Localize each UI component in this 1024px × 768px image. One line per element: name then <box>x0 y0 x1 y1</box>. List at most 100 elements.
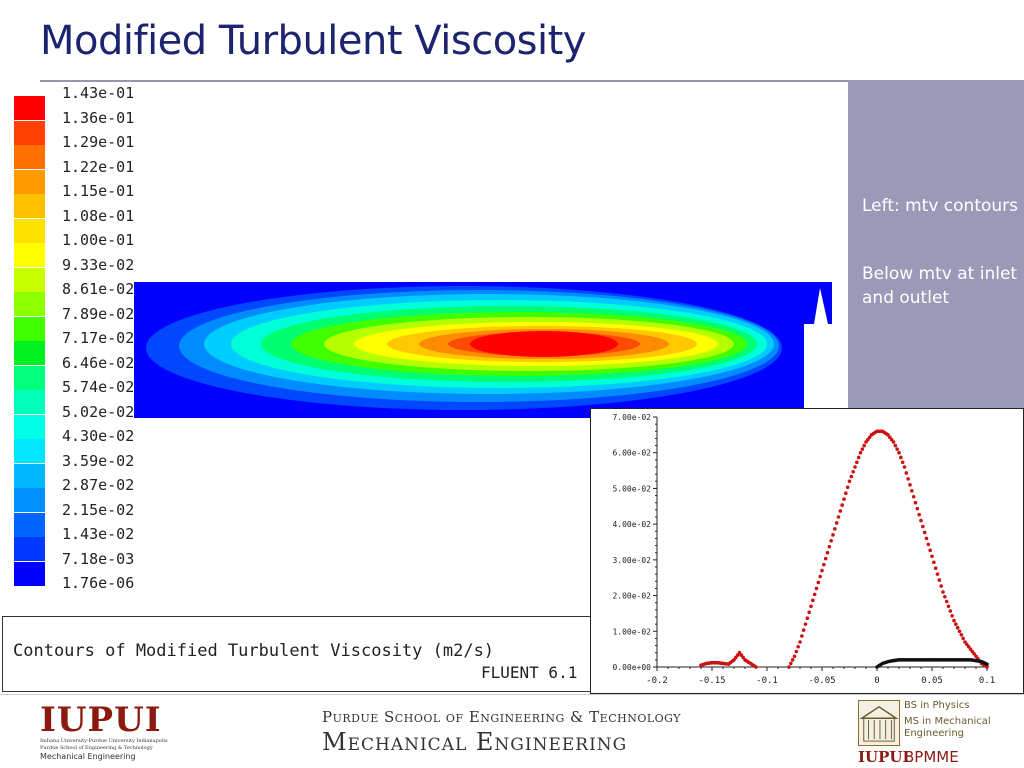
legend-entry: 2.87e-02 <box>12 476 162 512</box>
data-point <box>827 544 832 549</box>
legend-swatch <box>14 512 45 537</box>
data-point <box>906 477 910 481</box>
legend-swatch <box>14 243 45 267</box>
right-iupui-wordmark: IUPUI <box>858 748 910 766</box>
data-point <box>895 447 899 451</box>
outlet-gap <box>804 324 848 362</box>
data-point <box>856 455 861 460</box>
note-below: Below mtv at inlet and outlet <box>862 264 1018 308</box>
data-point <box>902 465 907 469</box>
data-point <box>829 539 833 543</box>
legend-swatch <box>14 341 45 365</box>
iupui-department-name: Mechanical Engineering <box>40 752 136 761</box>
legend-entry: 1.43e-01 <box>12 84 162 120</box>
data-point <box>825 550 830 555</box>
data-point <box>957 629 962 634</box>
data-point <box>833 527 837 531</box>
data-point <box>913 500 918 505</box>
legend-swatch <box>14 292 45 316</box>
x-tick-label: -0.1 <box>756 676 778 686</box>
degree-physics: BS in Physics <box>904 700 970 711</box>
legend-swatch <box>14 194 45 218</box>
data-point <box>801 628 806 632</box>
data-point <box>840 503 844 507</box>
data-point <box>924 536 929 541</box>
school-name: Purdue School of Engineering & Technolog… <box>322 708 682 726</box>
data-point <box>790 658 795 662</box>
x-tick-label: -0.2 <box>646 676 668 686</box>
legend-label: 1.22e-01 <box>62 157 135 176</box>
data-point <box>798 640 802 644</box>
outlet-gap <box>817 296 825 324</box>
x-tick-label: 0.05 <box>921 676 943 686</box>
legend-label: 9.33e-02 <box>62 255 135 274</box>
legend-swatch <box>14 120 45 145</box>
data-point <box>860 447 865 451</box>
legend-label: 1.00e-01 <box>62 231 135 249</box>
notes-panel: Left: mtv contours Below mtv at inlet an… <box>848 80 1024 410</box>
bpmme-wordmark: BPMME <box>904 748 959 766</box>
legend-swatch <box>14 414 45 439</box>
data-point <box>944 599 949 604</box>
iupui-wordmark: IUPUI <box>40 700 162 740</box>
data-point <box>853 465 857 469</box>
data-point <box>941 590 945 594</box>
data-point <box>822 562 826 567</box>
data-point <box>921 524 925 529</box>
legend-label: 1.15e-01 <box>62 182 135 200</box>
legend-entry: 3.59e-02 <box>12 452 162 488</box>
data-point <box>800 634 804 638</box>
contour-caption: Contours of Modified Turbulent Viscosity… <box>13 641 495 661</box>
legend-swatch <box>14 439 45 463</box>
data-point <box>946 604 951 609</box>
data-point <box>891 440 896 444</box>
data-point <box>818 574 822 579</box>
software-label: FLUENT 6.1 <box>481 663 578 682</box>
data-point <box>845 485 850 490</box>
degree-engineering: Engineering <box>904 728 964 739</box>
data-point <box>919 518 923 523</box>
data-point <box>928 548 932 553</box>
legend-label: 8.61e-02 <box>62 280 135 298</box>
data-point <box>899 455 903 460</box>
legend-swatch <box>14 218 45 243</box>
legend-entry: 1.00e-01 <box>12 231 162 267</box>
data-point <box>811 598 815 603</box>
y-tick-label: 7.00e-02 <box>612 413 651 422</box>
legend-entry: 1.76e-06 <box>12 574 162 598</box>
legend-swatch <box>14 561 45 586</box>
legend-label: 1.08e-01 <box>62 206 135 225</box>
data-point <box>930 554 934 559</box>
legend-entry: 1.43e-02 <box>12 525 162 561</box>
legend-label: 7.89e-02 <box>62 304 135 323</box>
data-point <box>842 497 846 501</box>
y-tick-label: 6.00e-02 <box>612 449 651 458</box>
legend-entry: 9.33e-02 <box>12 255 162 292</box>
legend-entry: 8.61e-02 <box>12 280 162 316</box>
legend-label: 4.30e-02 <box>62 427 135 445</box>
legend-entry: 7.89e-02 <box>12 304 162 341</box>
x-tick-label: 0.1 <box>979 676 995 686</box>
data-point <box>816 580 821 585</box>
data-point <box>955 625 960 630</box>
legend-entry: 7.17e-02 <box>12 329 162 365</box>
data-point <box>803 622 808 626</box>
bpmme-logo: BS in Physics MS in Mechanical Engineeri… <box>858 700 1018 766</box>
data-point <box>893 443 898 448</box>
data-point <box>862 443 866 448</box>
contour-color-legend: 1.43e-01 1.36e-01 1.29e-01 1.22e-01 1.15e-01… <box>12 84 162 604</box>
data-point <box>985 662 989 666</box>
department-name: Mechanical Engineering <box>322 728 628 756</box>
legend-entry: 5.74e-02 <box>12 378 162 414</box>
data-point <box>855 460 859 465</box>
data-point <box>908 483 912 487</box>
data-point <box>932 560 936 565</box>
data-point <box>807 610 811 615</box>
iupui-school-name: Purdue School of Engineering & Technolog… <box>40 745 153 751</box>
data-point <box>954 622 958 626</box>
data-point <box>789 661 793 666</box>
data-point <box>961 636 965 641</box>
data-point <box>926 542 931 547</box>
data-point <box>796 644 800 649</box>
data-point <box>754 665 758 669</box>
